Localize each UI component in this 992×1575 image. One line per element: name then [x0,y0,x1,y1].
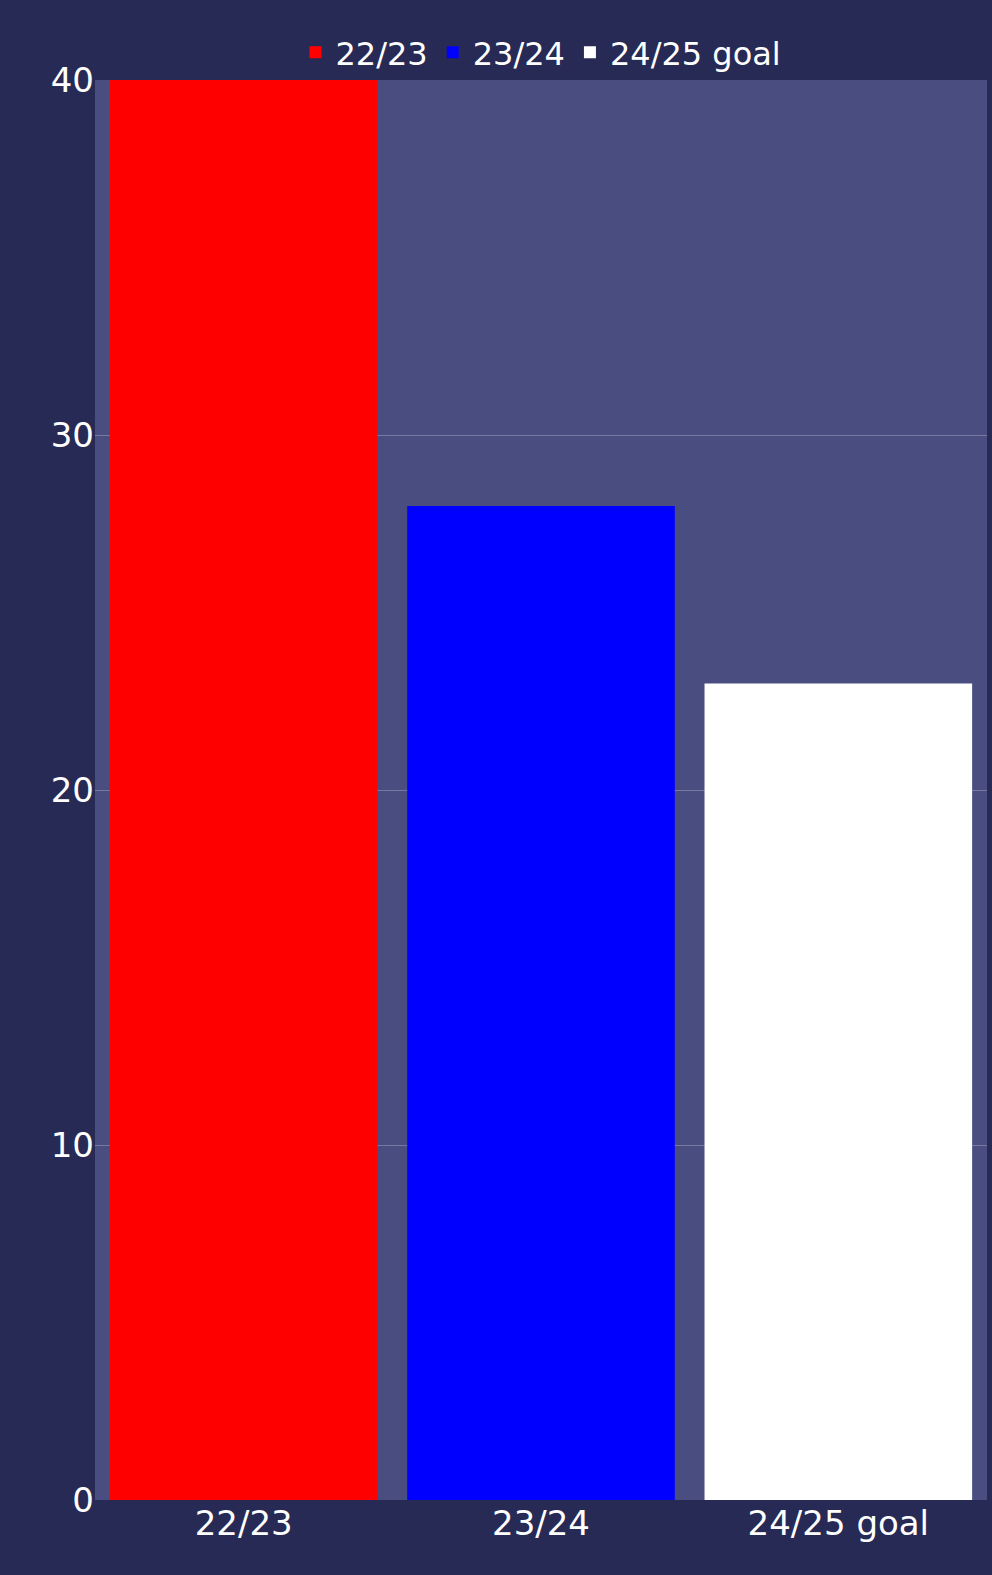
svg-text:30: 30 [51,415,94,455]
svg-text:10: 10 [51,1125,94,1165]
svg-text:23/24: 23/24 [492,1503,590,1543]
svg-text:0: 0 [72,1480,94,1520]
svg-text:23/24: 23/24 [473,35,565,73]
svg-text:22/23: 22/23 [195,1503,293,1543]
svg-text:24/25 goal: 24/25 goal [748,1503,929,1543]
svg-text:40: 40 [51,60,94,100]
svg-text:20: 20 [51,770,94,810]
svg-text:24/25 goal: 24/25 goal [610,35,781,73]
svg-text:22/23: 22/23 [336,35,428,73]
